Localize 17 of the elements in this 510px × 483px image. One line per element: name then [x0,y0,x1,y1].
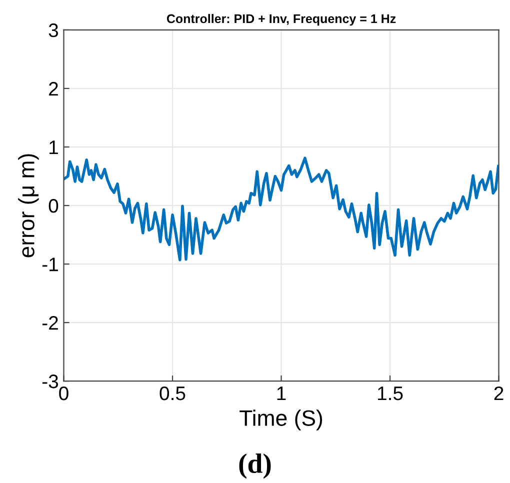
y-tick-label: 1 [50,140,58,154]
y-tick-label: 3 [48,23,58,38]
x-tick-label: 1.5 [378,386,403,400]
x-tick-label: 2 [494,386,504,400]
x-tick-label: 0 [59,386,68,400]
y-axis-title: error (μ m) [18,154,39,258]
chart-title: Controller: PID + Inv, Frequency = 1 Hz [166,14,396,26]
text: (d) [239,454,271,479]
y-tick-label: 0 [48,198,58,213]
x-tick-label: 0.5 [160,386,186,400]
line-series [64,156,499,262]
y-tick-label: -1 [42,258,58,272]
y-tick-label: -2 [42,316,58,330]
y-tick-label: 2 [49,82,58,96]
x-axis-title: Time (S) [240,410,322,430]
x-tick-label: 1 [277,386,286,400]
y-tick-label: -3 [42,374,58,388]
